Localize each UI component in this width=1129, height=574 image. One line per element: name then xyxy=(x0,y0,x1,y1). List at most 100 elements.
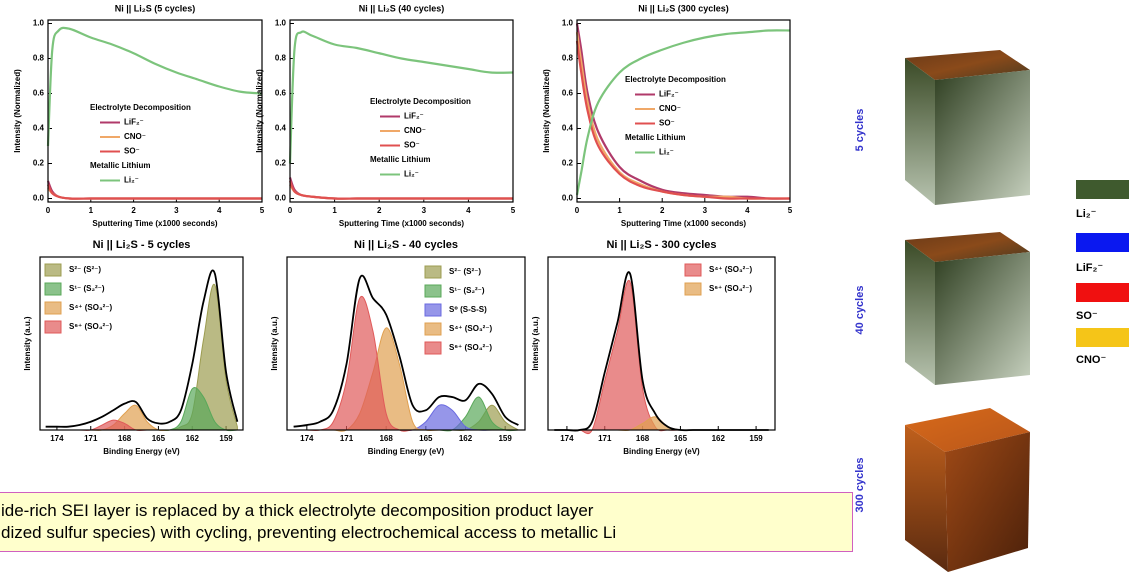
tomo-legend-label: CNO⁻ xyxy=(1076,354,1106,366)
x-tick-label: 2 xyxy=(131,206,136,215)
data-line xyxy=(46,184,262,200)
data-line xyxy=(575,40,790,200)
data-line xyxy=(289,183,513,200)
plot-frame xyxy=(39,256,244,431)
x-tick-label: 4 xyxy=(466,206,471,215)
data-line xyxy=(46,180,262,200)
data-line xyxy=(575,23,791,200)
y-tick-label: 0.4 xyxy=(275,124,287,133)
y-tick-label: 0.8 xyxy=(33,54,45,63)
legend-label: Li₂⁻ xyxy=(659,148,674,157)
legend-heading: Electrolyte Decomposition xyxy=(625,75,726,84)
plot-area xyxy=(554,271,769,435)
plot-area xyxy=(45,269,239,432)
x-tick-label: 0 xyxy=(46,206,51,215)
legend-heading: Metallic Lithium xyxy=(625,133,685,142)
panel: Ni || Li₂S - 40 cycles Binding Energy (eV… xyxy=(270,239,526,456)
cube-side xyxy=(905,425,948,572)
cube-side xyxy=(905,240,935,385)
plot-area xyxy=(293,274,521,432)
x-tick-label: 165 xyxy=(674,434,688,443)
y-tick-label: 0.0 xyxy=(562,194,574,203)
legend-heading: Metallic Lithium xyxy=(370,155,430,164)
y-tick-label: 0.4 xyxy=(562,124,574,133)
x-tick-label: 159 xyxy=(498,434,512,443)
y-tick-label: 0.6 xyxy=(562,89,574,98)
tomo-legend-label: LiF₂⁻ xyxy=(1076,262,1103,274)
panel: Ni || Li₂S (5 cycles) Sputtering Time (x1… xyxy=(13,3,265,228)
legend-label: S⁶⁺ (SO₄²⁻) xyxy=(709,284,752,293)
legend-label: S¹⁻ (S₂²⁻) xyxy=(69,284,105,293)
plot-area xyxy=(575,23,791,200)
x-tick-label: 2 xyxy=(377,206,382,215)
tomo-legend-swatch xyxy=(1076,328,1129,347)
x-tick-label: 174 xyxy=(50,434,64,443)
legend-label: CNO⁻ xyxy=(124,132,146,141)
y-tick-label: 0.8 xyxy=(275,54,287,63)
legend-heading: Electrolyte Decomposition xyxy=(90,103,191,112)
data-line xyxy=(288,30,514,164)
legend-swatch xyxy=(424,284,442,298)
y-axis-label: Intensity (Normalized) xyxy=(255,69,264,153)
x-tick-label: 168 xyxy=(118,434,132,443)
legend-label: Li₂⁻ xyxy=(124,176,139,185)
panel: Ni || Li₂S - 300 cycles Binding Energy (e… xyxy=(531,239,776,456)
envelope-line xyxy=(45,269,239,428)
peak-area xyxy=(554,279,769,435)
x-axis-label: Sputtering Time (x1000 seconds) xyxy=(339,219,465,228)
data-line xyxy=(575,32,790,200)
caption-line: ide-rich SEI layer is replaced by a thic… xyxy=(1,501,594,520)
y-tick-label: 0.8 xyxy=(562,54,574,63)
chart-title: Ni || Li₂S (5 cycles) xyxy=(115,3,196,13)
legend-label: SO⁻ xyxy=(659,119,675,128)
plot-frame xyxy=(286,256,526,431)
x-tick-label: 171 xyxy=(340,434,354,443)
cube-front xyxy=(935,70,1030,205)
legend-swatch xyxy=(44,263,62,277)
x-axis-label: Sputtering Time (x1000 seconds) xyxy=(621,219,747,228)
y-tick-label: 1.0 xyxy=(33,19,45,28)
x-tick-label: 1 xyxy=(89,206,94,215)
plot-frame xyxy=(47,19,263,203)
y-tick-label: 1.0 xyxy=(275,19,287,28)
x-tick-label: 1 xyxy=(332,206,337,215)
legend-swatch xyxy=(44,301,62,315)
legend-swatch xyxy=(684,282,702,296)
y-tick-label: 0.2 xyxy=(275,159,287,168)
legend-label: Li₂⁻ xyxy=(404,170,419,179)
chart-title: Ni || Li₂S (300 cycles) xyxy=(638,3,729,13)
cube-side xyxy=(905,58,935,205)
data-line xyxy=(288,180,513,200)
caption-box: ide-rich SEI layer is replaced by a thic… xyxy=(0,492,853,552)
plot-frame xyxy=(547,256,776,431)
cycle-label: 300 cycles xyxy=(854,457,866,512)
x-tick-label: 1 xyxy=(617,206,622,215)
cycle-label: 40 cycles xyxy=(854,286,866,335)
y-tick-label: 0.4 xyxy=(33,124,45,133)
plot-frame xyxy=(289,19,514,203)
legend-label: S⁶⁺ (SO₄²⁻) xyxy=(69,322,112,331)
x-tick-label: 0 xyxy=(575,206,580,215)
tomo-legend-label: Li₂⁻ xyxy=(1076,208,1097,220)
y-axis-label: Intensity (a.u.) xyxy=(531,316,540,371)
y-axis-label: Intensity (a.u.) xyxy=(270,316,279,371)
cube-top xyxy=(905,408,1030,452)
x-tick-label: 3 xyxy=(703,206,708,215)
tomography-cubes xyxy=(905,50,1030,572)
legend-label: LiF₂⁻ xyxy=(124,118,144,127)
data-line xyxy=(46,26,263,147)
legend-swatch xyxy=(424,322,442,336)
legend-label: SO⁻ xyxy=(404,141,420,150)
tomo-legend-swatch xyxy=(1076,283,1129,302)
chart-title: Ni || Li₂S - 5 cycles xyxy=(93,239,191,251)
y-tick-label: 1.0 xyxy=(562,19,574,28)
y-tick-label: 0.6 xyxy=(33,89,45,98)
x-tick-label: 5 xyxy=(260,206,265,215)
y-tick-label: 0.6 xyxy=(275,89,287,98)
cube-top xyxy=(905,232,1030,262)
cycle-label: 5 cycles xyxy=(854,109,866,152)
legend-swatch xyxy=(684,263,702,277)
envelope-line xyxy=(554,271,769,432)
legend-label: CNO⁻ xyxy=(404,126,426,135)
